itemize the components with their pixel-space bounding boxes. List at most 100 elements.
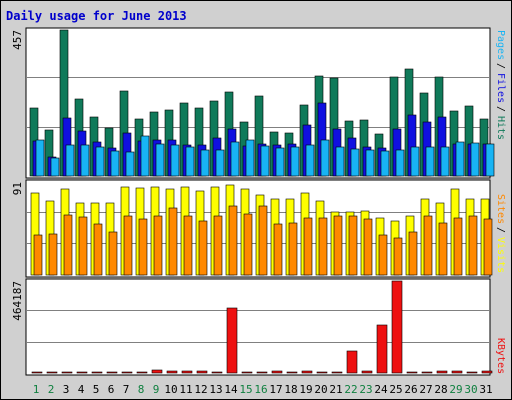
bar-pages-day-26 [410,146,420,177]
bar-pages-day-24 [380,150,390,177]
bar-pages-day-8 [140,135,150,177]
bar-kbytes-day-27 [421,371,433,374]
bar-sites-day-6 [108,231,118,276]
legend-hits: Hits [495,116,506,140]
bar-pages-day-18 [290,146,300,177]
bar-sites-day-18 [288,222,298,276]
bar-kbytes-day-7 [121,371,133,374]
bar-pages-day-20 [320,139,330,177]
bar-sites-day-16 [258,205,268,276]
bar-sites-day-30 [468,215,478,276]
bar-kbytes-day-8 [136,371,148,374]
bar-sites-day-1 [33,234,43,276]
bar-sites-day-17 [273,223,283,276]
legend-visits: Visits [495,237,506,273]
legend-pages: Pages [495,30,506,60]
bar-sites-day-31 [483,218,493,276]
bar-pages-day-29 [455,141,465,177]
x-tick-label-day-27: 27 [419,383,432,396]
bar-kbytes-day-23 [361,370,373,374]
bar-kbytes-day-28 [436,370,448,374]
x-tick-label-day-26: 26 [404,383,417,396]
bar-kbytes-day-21 [331,371,343,374]
bar-sites-day-23 [363,218,373,276]
x-tick-label-day-1: 1 [33,383,40,396]
bar-pages-day-25 [395,149,405,177]
bar-sites-day-27 [423,215,433,276]
panel2-max-label: 91 [11,182,24,195]
bar-kbytes-day-30 [466,371,478,374]
x-tick-label-day-18: 18 [284,383,297,396]
bar-pages-day-10 [170,144,180,177]
bar-kbytes-day-17 [271,370,283,374]
x-tick-label-day-11: 11 [179,383,192,396]
legend-sites: Sites [495,194,506,224]
bar-kbytes-day-16 [256,371,268,374]
bar-kbytes-day-25 [391,280,403,374]
bar-pages-day-4 [80,144,90,177]
bar-sites-day-10 [168,207,178,276]
x-tick-label-day-16: 16 [254,383,267,396]
bar-pages-day-5 [95,146,105,177]
panel3-max-label: 464187 [11,281,24,321]
x-tick-label-day-25: 25 [389,383,402,396]
bar-kbytes-day-14 [226,307,238,374]
bar-sites-day-13 [213,215,223,276]
bar-pages-day-28 [440,146,450,177]
bar-pages-day-15 [245,139,255,177]
bar-pages-day-27 [425,146,435,177]
x-tick-label-day-23: 23 [359,383,372,396]
x-tick-label-day-28: 28 [434,383,447,396]
x-tick-label-day-2: 2 [48,383,55,396]
bar-kbytes-day-6 [106,371,118,374]
bar-pages-day-19 [305,144,315,177]
bar-sites-day-25 [393,237,403,276]
bar-kbytes-day-18 [286,371,298,374]
bar-kbytes-day-12 [196,370,208,374]
x-tick-label-day-31: 31 [479,383,492,396]
panel1-max-label: 457 [11,30,24,50]
bar-kbytes-day-4 [76,371,88,374]
x-tick-label-day-4: 4 [78,383,85,396]
x-tick-label-day-29: 29 [449,383,462,396]
bar-kbytes-day-19 [301,370,313,374]
bar-kbytes-day-5 [91,371,103,374]
legend-files: Files [495,73,506,103]
x-tick-label-day-21: 21 [329,383,342,396]
bar-sites-day-12 [198,220,208,276]
bar-sites-day-26 [408,231,418,276]
bar-pages-day-11 [185,146,195,177]
bar-sites-day-4 [78,216,88,276]
bar-pages-day-6 [110,150,120,177]
bar-sites-day-2 [48,233,58,276]
bar-sites-day-15 [243,213,253,276]
bar-pages-day-9 [155,143,165,177]
bar-kbytes-day-3 [61,371,73,374]
bar-pages-day-13 [215,149,225,177]
bar-kbytes-day-1 [31,371,43,374]
bar-sites-day-5 [93,223,103,276]
bar-sites-day-3 [63,214,73,276]
bar-sites-day-20 [318,217,328,276]
bar-kbytes-day-10 [166,370,178,374]
bar-sites-day-14 [228,205,238,276]
bar-pages-day-17 [275,147,285,177]
bar-pages-day-30 [470,142,480,177]
x-tick-label-day-5: 5 [93,383,100,396]
panel-kbytes [25,278,491,376]
x-tick-label-day-17: 17 [269,383,282,396]
bar-pages-day-22 [350,148,360,177]
bar-sites-day-21 [333,215,343,276]
legend-separator: / [495,106,506,112]
bar-sites-day-22 [348,215,358,276]
x-tick-label-day-24: 24 [374,383,388,396]
bar-kbytes-day-20 [316,371,328,374]
bar-sites-day-28 [438,222,448,276]
bar-pages-day-31 [485,143,495,177]
bar-sites-day-8 [138,218,148,276]
x-tick-label-day-10: 10 [164,383,177,396]
x-tick-label-day-9: 9 [153,383,160,396]
bar-pages-day-1 [35,139,45,177]
bar-kbytes-day-15 [241,371,253,374]
